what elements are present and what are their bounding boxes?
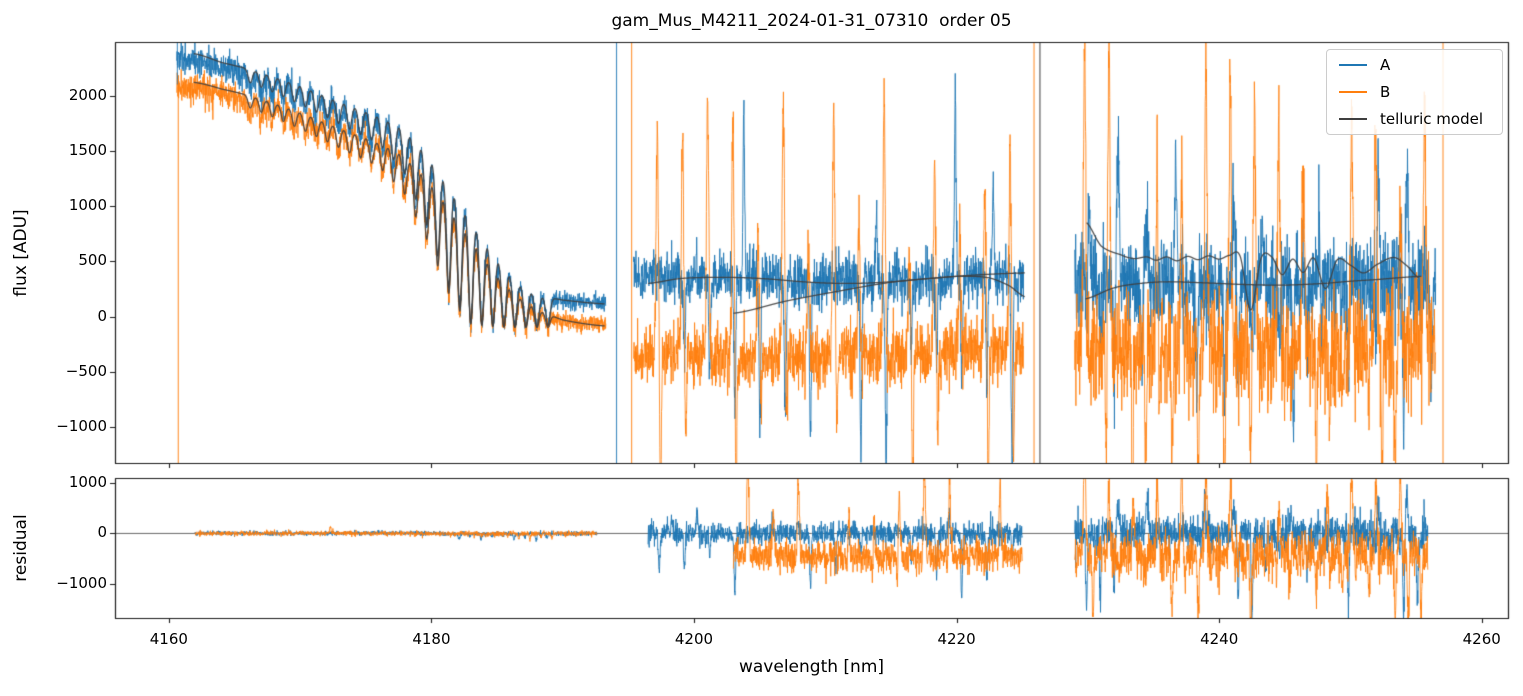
x-axis-label: wavelength [nm] xyxy=(738,657,885,677)
flux-y-tick-label: 0 xyxy=(97,306,107,325)
x-tick-label: 4200 xyxy=(674,630,714,648)
legend-label-b: B xyxy=(1380,82,1391,101)
x-tick-label: 4240 xyxy=(1200,630,1239,648)
x-tick-label: 4220 xyxy=(937,630,976,648)
x-tick-label: 4160 xyxy=(149,630,188,648)
flux-y-tick-label: 500 xyxy=(78,251,107,270)
flux-y-tick-label: 2000 xyxy=(68,85,107,104)
legend: A B telluric model xyxy=(1326,49,1503,135)
series-b-line-swatch xyxy=(1339,90,1367,93)
chart-title: gam_Mus_M4211_2024-01-31_07310 order 05 xyxy=(611,11,1012,31)
residual-y-tick-label: 1000 xyxy=(68,473,107,492)
legend-entry-b: B xyxy=(1339,83,1502,101)
x-tick-label: 4260 xyxy=(1462,630,1501,648)
residual-y-tick-label: −1000 xyxy=(56,573,107,592)
flux-y-tick-label: 1000 xyxy=(68,196,107,215)
flux-y-tick-label: 1500 xyxy=(68,140,107,159)
x-tick-label: 4180 xyxy=(412,630,451,648)
legend-entry-telluric-model: telluric model xyxy=(1339,110,1502,128)
residual-y-axis-label: residual xyxy=(11,514,31,582)
legend-label-telluric-model: telluric model xyxy=(1380,109,1484,128)
legend-entry-a: A xyxy=(1339,56,1502,74)
series-a-line-swatch xyxy=(1339,64,1367,67)
residual-y-tick-label: 0 xyxy=(97,523,107,542)
series-telluric-model-line-swatch xyxy=(1339,117,1367,120)
legend-label-a: A xyxy=(1380,56,1391,75)
flux-y-tick-label: −500 xyxy=(65,361,107,380)
flux-y-tick-label: −1000 xyxy=(56,417,107,436)
flux-y-axis-label: flux [ADU] xyxy=(11,209,31,297)
